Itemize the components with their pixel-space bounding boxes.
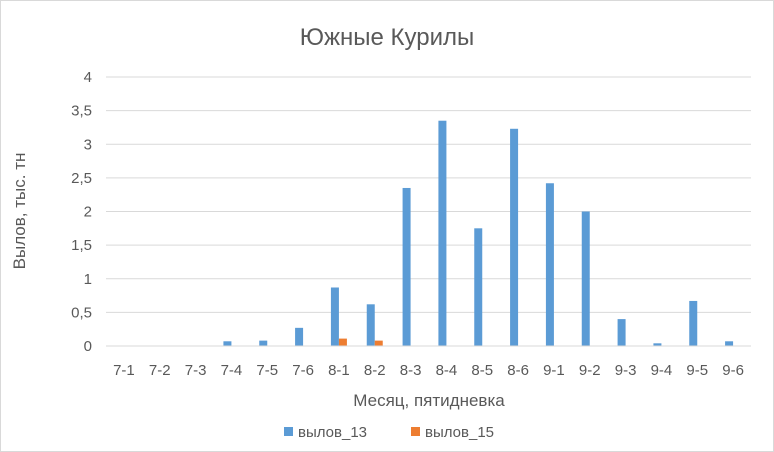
x-tick-label: 7-4 [221, 362, 243, 379]
x-tick-label: 9-3 [615, 362, 637, 379]
y-axis-ticks: 0 0,5 1 1,5 2 2,5 3 3,5 4 [71, 69, 92, 355]
bar-вылов_13-9-5 [689, 300, 698, 346]
x-axis-ticks: 7-1 7-2 7-3 7-4 7-5 7-6 8-1 8-2 8-3 8-4 8-5 8-6 9-1 9… [113, 362, 744, 379]
x-axis-label: Месяц, пятидневка [353, 391, 505, 410]
bar-вылов_13-8-5 [474, 228, 483, 346]
bar-вылов_13-9-1 [545, 183, 554, 346]
x-tick-label: 9-6 [722, 362, 744, 379]
x-tick-label: 9-2 [579, 362, 601, 379]
x-tick-label: 7-2 [149, 362, 171, 379]
bar-вылов_15-8-1 [338, 338, 347, 346]
x-tick-label: 8-4 [436, 362, 458, 379]
y-tick-label: 3,5 [71, 103, 92, 120]
y-tick-label: 2 [84, 204, 92, 221]
x-tick-label: 9-1 [543, 362, 565, 379]
x-tick-label: 9-5 [686, 362, 708, 379]
bars [223, 120, 734, 347]
x-tick-label: 7-1 [113, 362, 135, 379]
legend-swatch [284, 427, 293, 436]
legend-label: вылов_15 [425, 424, 494, 441]
legend-swatch [411, 427, 420, 436]
gridlines [106, 76, 751, 313]
x-tick-label: 7-6 [292, 362, 314, 379]
bar-вылов_15-8-2 [374, 340, 383, 346]
x-tick-label: 8-3 [400, 362, 422, 379]
legend: вылов_13 вылов_15 [284, 424, 494, 441]
bar-вылов_13-9-4 [653, 343, 662, 346]
y-tick-label: 3 [84, 136, 92, 153]
x-tick-label: 8-2 [364, 362, 386, 379]
y-tick-label: 0,5 [71, 304, 92, 321]
legend-label: вылов_13 [298, 424, 367, 441]
x-tick-label: 7-3 [185, 362, 207, 379]
x-tick-label: 7-5 [256, 362, 278, 379]
bar-вылов_13-8-2 [366, 304, 375, 346]
bar-вылов_13-7-5 [259, 340, 268, 346]
bar-вылов_13-8-1 [330, 287, 339, 346]
bar-вылов_13-7-4 [223, 341, 232, 346]
y-tick-label: 4 [84, 69, 92, 86]
x-tick-label: 8-5 [471, 362, 493, 379]
y-tick-label: 2,5 [71, 170, 92, 187]
x-tick-label: 8-6 [507, 362, 529, 379]
chart-title: Южные Курилы [300, 24, 475, 51]
bar-вылов_13-9-6 [725, 341, 734, 346]
y-tick-label: 0 [84, 338, 92, 355]
y-tick-label: 1,5 [71, 237, 92, 254]
bar-вылов_13-8-3 [402, 187, 411, 346]
x-tick-label: 8-1 [328, 362, 350, 379]
bar-вылов_13-8-6 [510, 128, 519, 346]
bar-вылов_13-9-3 [617, 319, 626, 346]
y-tick-label: 1 [84, 271, 92, 288]
y-axis-label: Вылов, тыс. тн [10, 153, 29, 270]
x-tick-label: 9-4 [651, 362, 673, 379]
bar-вылов_13-9-2 [581, 211, 590, 346]
bar-вылов_13-8-4 [438, 120, 447, 347]
bar-вылов_13-7-6 [295, 327, 304, 346]
